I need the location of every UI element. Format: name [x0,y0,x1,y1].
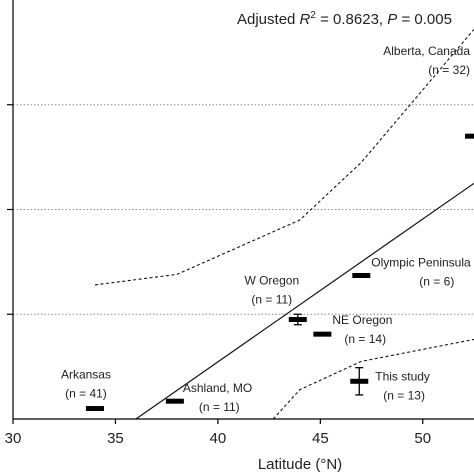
data-point-marker [465,133,474,139]
point-label-n: (n = 32) [428,63,470,77]
fit-annotation-prefix: Adjusted [237,11,300,28]
x-tick-label: 50 [414,430,431,447]
point-label-name: W Oregon [244,273,299,287]
x-tick-label: 40 [210,430,227,447]
point-label-name: This study [375,369,430,383]
fit-annotation-sup: 2 [310,10,316,21]
fit-annotation-p: P [387,11,397,28]
x-axis-label: Latitude (°N) [258,456,342,473]
fit-annotation-r: R [300,11,311,28]
data-point-marker [350,378,369,384]
data-points [85,133,474,412]
axes [7,0,474,424]
point-label-n: (n = 11) [199,400,240,414]
point-label-name: Ashland, MO [183,381,252,395]
point-label-name: Arkansas [61,368,111,382]
point-label-n: (n = 14) [344,332,386,346]
x-tick-labels: 30 35 40 45 50 [5,430,431,447]
x-tick-label: 45 [312,430,329,447]
data-point-marker [288,316,307,322]
point-label-n: (n = 13) [383,388,425,402]
regression-line-group [135,182,474,420]
fit-annotation-suffix: = 0.005 [397,11,452,28]
fit-annotation-mid: = 0.8623, [316,11,387,28]
point-label-name: NE Oregon [332,313,392,327]
upper-confidence-band [94,28,474,286]
data-point-marker [313,331,332,337]
confidence-bands [94,28,474,420]
data-point-marker [85,406,104,412]
x-tick-label: 30 [5,430,22,447]
point-labels: Arkansas (n = 41) Ashland, MO (n = 11) W Ore… [61,44,471,414]
point-label-name: Olympic Peninsula [371,255,471,269]
point-label-n: (n = 6) [419,274,454,288]
data-point-marker [165,398,184,404]
fit-annotation: Adjusted R2 = 0.8623, P = 0.005 [237,10,452,28]
regression-line [135,182,474,420]
data-point-marker [352,272,371,278]
x-tick-label: 35 [107,430,124,447]
point-label-n: (n = 11) [251,292,292,306]
point-label-name: Alberta, Canada [383,44,470,58]
lower-confidence-band [272,338,474,420]
point-label-n: (n = 41) [65,387,107,401]
